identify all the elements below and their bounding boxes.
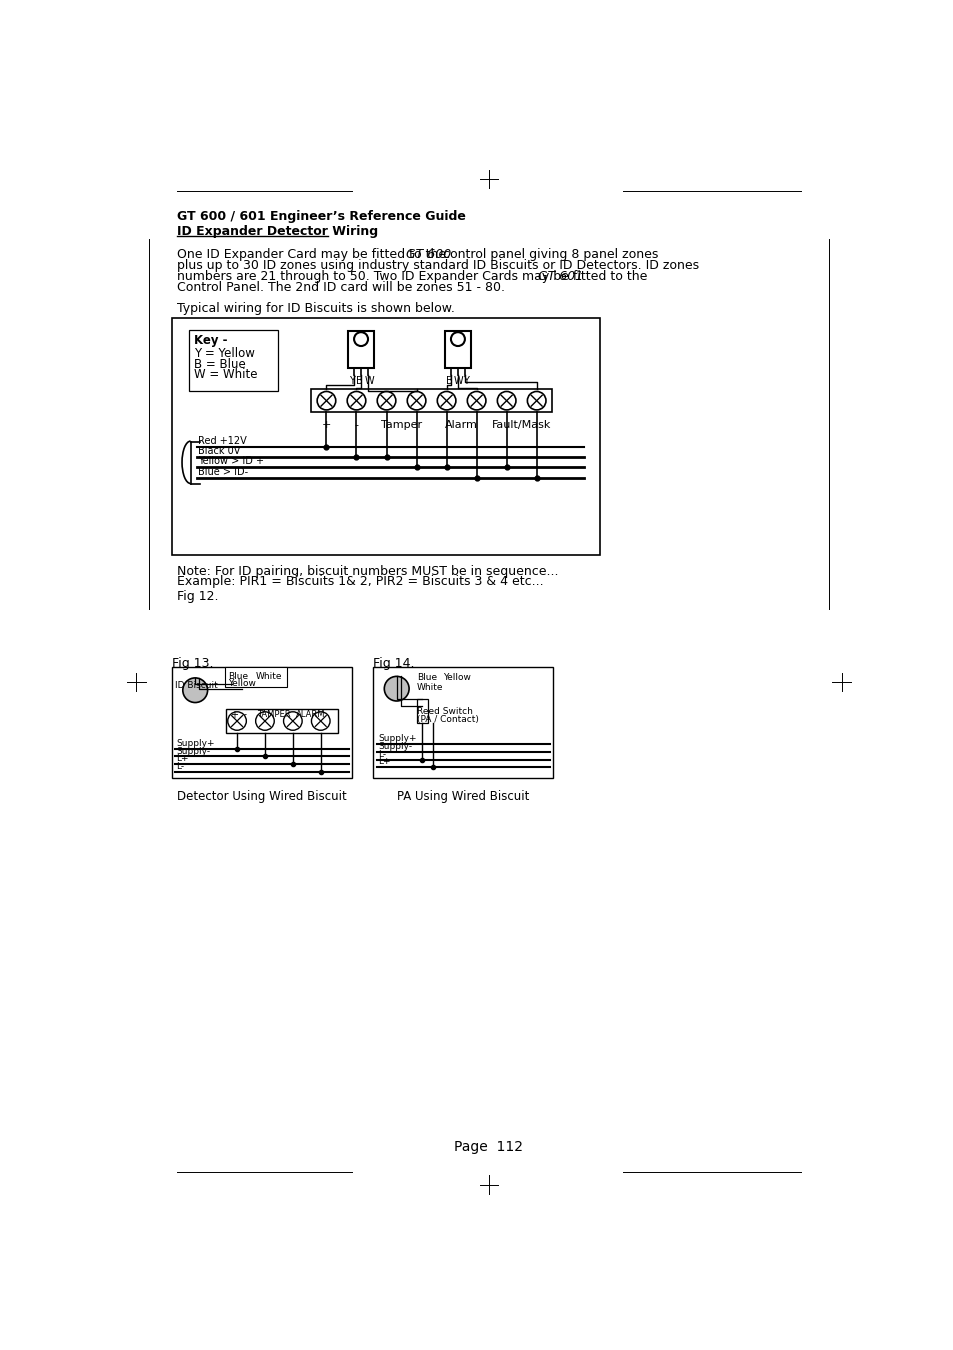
Text: Blue: Blue [228,672,248,680]
Text: Example: PIR1 = Biscuits 1& 2, PIR2 = Biscuits 3 & 4 etc...: Example: PIR1 = Biscuits 1& 2, PIR2 = Bi… [177,575,543,589]
Text: Y: Y [463,377,469,386]
Circle shape [527,392,545,410]
Text: Supply+: Supply+ [377,734,416,744]
Bar [311,389,551,412]
Text: B: B [356,377,363,386]
Circle shape [255,711,274,730]
Circle shape [451,332,464,346]
Text: Note: For ID pairing, biscuit numbers MUST be in sequence...: Note: For ID pairing, biscuit numbers MU… [177,564,558,578]
Bar [416,699,427,722]
Bar [444,331,471,369]
Circle shape [347,392,365,410]
Text: (PA / Contact): (PA / Contact) [416,716,478,724]
Text: Page  112: Page 112 [454,1139,523,1154]
Text: ID Expander Detector Wiring: ID Expander Detector Wiring [177,225,378,238]
Circle shape [283,711,302,730]
Text: W: W [454,377,463,386]
Circle shape [407,392,425,410]
Text: GT 601: GT 601 [537,270,582,282]
Text: Detector Using Wired Biscuit: Detector Using Wired Biscuit [177,790,346,803]
Text: Supply-: Supply- [377,743,412,751]
Text: ALARM: ALARM [295,710,325,720]
Text: Y: Y [348,377,355,386]
Bar [172,667,352,778]
Text: Reed Switch: Reed Switch [416,707,473,716]
Text: Blue: Blue [416,674,436,682]
Text: Black 0V: Black 0V [198,446,240,456]
Text: Blue > ID-: Blue > ID- [198,467,248,477]
Circle shape [384,676,409,701]
Text: W = White: W = White [193,369,257,381]
Bar [348,331,374,369]
Text: -: - [355,420,358,429]
Text: Yellow > ID +: Yellow > ID + [198,456,264,466]
Bar [373,667,553,778]
Text: Control Panel. The 2nd ID card will be zones 51 - 80.: Control Panel. The 2nd ID card will be z… [177,281,505,293]
Text: White: White [255,672,282,680]
Text: Fault/Mask: Fault/Mask [492,420,551,429]
Circle shape [228,711,246,730]
Circle shape [311,711,330,730]
Circle shape [467,392,485,410]
Text: Key -: Key - [193,335,227,347]
Text: -: - [243,710,246,720]
Text: PA Using Wired Biscuit: PA Using Wired Biscuit [396,790,529,803]
Text: Fig 12.: Fig 12. [177,590,218,603]
Text: B = Blue: B = Blue [193,358,245,371]
Text: plus up to 30 ID zones using industry standard ID Biscuits or ID Detectors. ID z: plus up to 30 ID zones using industry st… [177,259,699,271]
Text: L-: L- [176,761,185,771]
Text: White: White [416,683,443,691]
Circle shape [183,678,208,702]
Text: GT 600 / 601 Engineer’s Reference Guide: GT 600 / 601 Engineer’s Reference Guide [177,209,466,223]
Bar [226,709,337,733]
Circle shape [316,392,335,410]
Text: Typical wiring for ID Biscuits is shown below.: Typical wiring for ID Biscuits is shown … [177,302,455,315]
Circle shape [436,392,456,410]
Text: Tamper: Tamper [380,420,421,429]
Text: GT 600: GT 600 [406,248,451,262]
Text: B: B [445,377,452,386]
Text: TAMPER: TAMPER [257,710,291,720]
Text: Red +12V: Red +12V [198,436,247,446]
Text: +: + [230,710,238,721]
Text: Y = Yellow: Y = Yellow [193,347,254,360]
Bar [172,317,599,555]
Text: Fig 13.: Fig 13. [172,657,213,670]
Text: Yellow: Yellow [228,679,255,688]
Bar [189,329,278,391]
Text: Fig 14.: Fig 14. [373,657,415,670]
Text: numbers are 21 through to 50. Two ID Expander Cards may be fitted to the: numbers are 21 through to 50. Two ID Exp… [177,270,651,282]
Text: Yellow: Yellow [443,674,471,682]
Text: +: + [321,420,331,429]
Bar [224,667,286,687]
Text: ID Biscuit: ID Biscuit [174,680,217,690]
Text: Supply-: Supply- [176,747,211,756]
Text: Alarm: Alarm [445,420,477,429]
Text: L+: L+ [176,755,189,763]
Text: Supply+: Supply+ [176,738,214,748]
Text: L+: L+ [377,757,390,767]
Text: control panel giving 8 panel zones: control panel giving 8 panel zones [438,248,658,262]
Circle shape [376,392,395,410]
Text: One ID Expander Card may be fitted to the: One ID Expander Card may be fitted to th… [177,248,450,262]
Text: L-: L- [377,749,386,759]
Text: W: W [365,377,375,386]
Circle shape [354,332,368,346]
Circle shape [497,392,516,410]
